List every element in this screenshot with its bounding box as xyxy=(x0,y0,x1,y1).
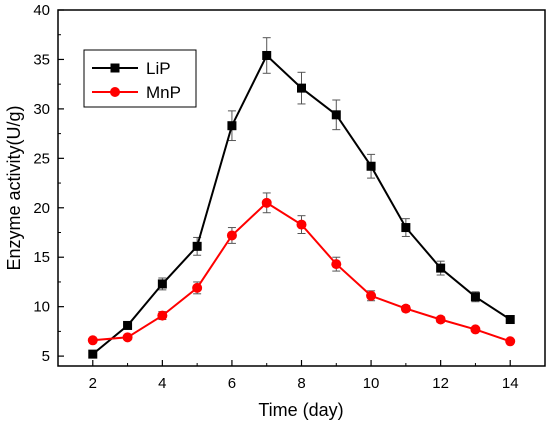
data-point-lip xyxy=(192,241,202,251)
data-point-lip xyxy=(123,320,133,330)
series-layer xyxy=(87,37,516,359)
legend-box xyxy=(83,49,197,108)
series-mnp xyxy=(87,192,516,347)
data-point-lip xyxy=(297,83,306,93)
data-point-mnp xyxy=(296,219,307,230)
data-point-mnp xyxy=(505,336,516,347)
data-point-mnp xyxy=(87,335,98,346)
data-point-mnp xyxy=(366,290,377,301)
data-point-mnp xyxy=(122,332,133,343)
x-tick-label: 4 xyxy=(158,375,166,392)
data-point-mnp xyxy=(435,314,446,325)
data-point-lip xyxy=(157,279,167,289)
x-tick-label: 14 xyxy=(502,375,519,392)
x-axis-ticks: 2 4 6 8 10 12 14 xyxy=(89,360,519,392)
y-tick-label: 25 xyxy=(33,150,50,167)
data-point-mnp xyxy=(261,197,272,208)
legend-marker-mnp xyxy=(110,87,120,97)
data-point-lip xyxy=(436,263,446,273)
y-tick-label: 30 xyxy=(33,101,50,118)
y-axis-label: Enzyme activity(U/g) xyxy=(4,105,24,270)
data-point-lip xyxy=(505,315,515,325)
x-tick-label: 8 xyxy=(297,375,305,392)
data-point-lip xyxy=(227,121,237,131)
x-tick-label: 2 xyxy=(89,375,97,392)
data-point-lip xyxy=(401,223,411,233)
legend-label-lip: LiP xyxy=(146,59,171,78)
series-lip xyxy=(88,37,515,359)
x-axis-label: Time (day) xyxy=(258,400,343,420)
data-point-mnp xyxy=(226,230,237,241)
x-tick-label: 6 xyxy=(228,375,236,392)
y-tick-label: 20 xyxy=(33,200,50,217)
data-point-mnp xyxy=(470,324,481,335)
y-axis-ticks: 5 10 15 20 25 30 35 40 xyxy=(33,2,64,365)
y-tick-label: 10 xyxy=(33,299,50,316)
data-point-lip xyxy=(88,349,98,359)
y-tick-label: 40 xyxy=(33,2,50,19)
data-point-lip xyxy=(262,50,272,60)
x-tick-label: 12 xyxy=(432,375,449,392)
y-tick-label: 5 xyxy=(42,348,50,365)
x-tick-label: 10 xyxy=(363,375,380,392)
legend: LiP MnP xyxy=(83,49,197,108)
data-point-lip xyxy=(470,292,480,302)
data-point-lip xyxy=(331,110,341,120)
data-point-mnp xyxy=(400,303,411,314)
legend-label-mnp: MnP xyxy=(146,83,181,102)
data-point-mnp xyxy=(192,282,203,293)
y-tick-label: 35 xyxy=(33,51,50,68)
legend-marker-lip xyxy=(110,63,120,73)
data-point-mnp xyxy=(157,310,168,321)
data-point-mnp xyxy=(331,259,342,270)
data-point-lip xyxy=(366,161,376,171)
y-tick-label: 15 xyxy=(33,249,50,266)
